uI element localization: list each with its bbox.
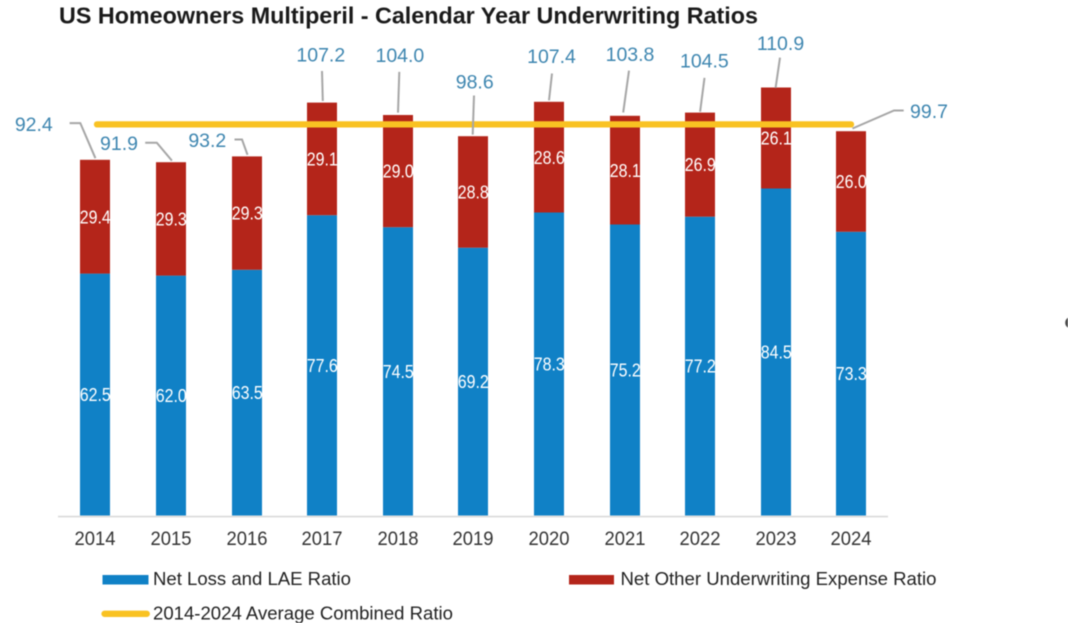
svg-text:29.1: 29.1 bbox=[307, 150, 338, 170]
svg-text:2014-2024 Average Combined Rat: 2014-2024 Average Combined Ratio bbox=[153, 603, 453, 623]
svg-text:98.6: 98.6 bbox=[456, 71, 494, 93]
svg-text:28.8: 28.8 bbox=[458, 183, 489, 203]
svg-text:92.4: 92.4 bbox=[15, 114, 53, 136]
svg-text:84.5: 84.5 bbox=[761, 343, 792, 363]
svg-text:74.5: 74.5 bbox=[383, 362, 414, 382]
svg-text:103.8: 103.8 bbox=[606, 44, 655, 66]
svg-text:99.7: 99.7 bbox=[910, 101, 948, 123]
svg-text:93.2: 93.2 bbox=[188, 130, 226, 152]
svg-text:2018: 2018 bbox=[378, 528, 419, 550]
svg-text:US Homeowners Multiperil - Ca: US Homeowners Multiperil - Calendar Year… bbox=[59, 3, 758, 29]
svg-text:Net Other Underwriting Expense: Net Other Underwriting Expense Ratio bbox=[621, 568, 937, 589]
svg-text:75.2: 75.2 bbox=[610, 361, 641, 381]
svg-text:29.3: 29.3 bbox=[232, 204, 263, 224]
svg-text:110.9: 110.9 bbox=[757, 33, 804, 55]
svg-text:91.9: 91.9 bbox=[100, 133, 138, 155]
svg-text:2022: 2022 bbox=[680, 528, 721, 550]
svg-text:2024: 2024 bbox=[831, 528, 872, 550]
svg-text:2015: 2015 bbox=[151, 528, 192, 550]
svg-text:26.0: 26.0 bbox=[836, 172, 867, 192]
svg-text:28.6: 28.6 bbox=[534, 148, 565, 168]
svg-text:Net Loss and LAE Ratio: Net Loss and LAE Ratio bbox=[153, 568, 351, 589]
svg-text:26.9: 26.9 bbox=[685, 155, 716, 175]
svg-text:104.0: 104.0 bbox=[375, 45, 424, 67]
svg-text:77.6: 77.6 bbox=[307, 356, 338, 376]
svg-text:77.2: 77.2 bbox=[685, 357, 716, 377]
svg-text:2019: 2019 bbox=[453, 528, 494, 550]
svg-text:107.2: 107.2 bbox=[296, 45, 345, 67]
svg-text:78.3: 78.3 bbox=[534, 355, 565, 375]
svg-text:69.2: 69.2 bbox=[458, 372, 489, 392]
svg-text:28.1: 28.1 bbox=[610, 161, 641, 181]
svg-text:2016: 2016 bbox=[227, 528, 268, 550]
svg-text:2021: 2021 bbox=[605, 528, 646, 550]
svg-text:62.5: 62.5 bbox=[80, 385, 111, 405]
svg-text:104.5: 104.5 bbox=[680, 50, 729, 72]
svg-text:29.0: 29.0 bbox=[383, 162, 414, 182]
svg-text:29.4: 29.4 bbox=[80, 207, 111, 227]
svg-text:63.5: 63.5 bbox=[232, 383, 263, 403]
svg-text:2023: 2023 bbox=[756, 528, 797, 550]
svg-text:2014: 2014 bbox=[75, 528, 116, 550]
svg-text:107.4: 107.4 bbox=[527, 46, 576, 68]
svg-text:2020: 2020 bbox=[529, 528, 570, 550]
svg-text:62.0: 62.0 bbox=[156, 386, 187, 406]
svg-text:2017: 2017 bbox=[302, 528, 343, 550]
svg-text:29.3: 29.3 bbox=[156, 210, 187, 230]
svg-text:73.3: 73.3 bbox=[836, 364, 867, 384]
svg-text:26.1: 26.1 bbox=[761, 129, 792, 149]
